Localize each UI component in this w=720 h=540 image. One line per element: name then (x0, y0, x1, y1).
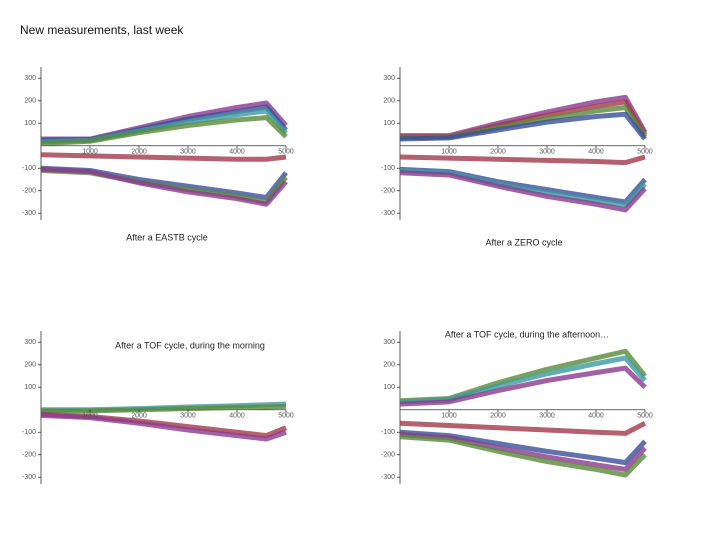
y-tick-label: 100 (24, 120, 36, 127)
y-tick-label: 300 (24, 75, 36, 82)
x-tick-label: 3000 (539, 413, 555, 420)
y-tick-label: -100 (22, 429, 36, 436)
data-line (399, 170, 647, 213)
data-line (40, 412, 287, 442)
data-line (399, 434, 647, 478)
y-tick-label: -200 (381, 188, 395, 195)
chart-caption: After a EASTB cycle (126, 232, 208, 242)
x-tick-label: 5000 (637, 149, 653, 156)
data-line (399, 365, 647, 407)
y-tick-label: 200 (383, 98, 395, 105)
y-tick-label: 100 (383, 120, 395, 127)
y-tick-label: 200 (383, 362, 395, 369)
x-tick-label: 2000 (131, 149, 147, 156)
data-line (399, 348, 647, 404)
x-tick-label: 2000 (490, 149, 506, 156)
y-tick-label: -300 (381, 474, 395, 481)
chart-caption: After a TOF cycle, during the afternoon… (445, 329, 609, 339)
x-tick-label: 1000 (441, 149, 457, 156)
data-line (399, 420, 647, 436)
y-tick-label: -200 (22, 188, 36, 195)
x-tick-label: 3000 (180, 149, 196, 156)
y-tick-label: -300 (22, 210, 36, 217)
x-tick-label: 1000 (441, 413, 457, 420)
y-tick-label: 200 (24, 98, 36, 105)
data-line (399, 355, 647, 405)
x-tick-label: 5000 (278, 149, 294, 156)
slide-title: New measurements, last week (20, 23, 184, 37)
x-tick-label: 5000 (278, 413, 294, 420)
chart-caption: After a TOF cycle, during the morning (115, 340, 265, 350)
y-tick-label: 100 (383, 384, 395, 391)
x-tick-label: 1000 (82, 149, 98, 156)
y-tick-label: -300 (22, 474, 36, 481)
x-tick-label: 2000 (490, 413, 506, 420)
y-tick-label: 300 (383, 75, 395, 82)
x-tick-label: 4000 (588, 413, 604, 420)
y-tick-label: -100 (22, 165, 36, 172)
y-tick-label: -100 (381, 429, 395, 436)
x-tick-label: 4000 (229, 413, 245, 420)
data-line (399, 154, 646, 166)
chart-caption: After a ZERO cycle (485, 237, 562, 247)
y-tick-label: -100 (381, 165, 395, 172)
data-line (40, 115, 288, 146)
y-tick-label: -200 (22, 452, 36, 459)
y-tick-label: 100 (24, 384, 36, 391)
data-line (41, 403, 287, 414)
x-tick-label: 5000 (637, 413, 653, 420)
y-tick-label: 200 (24, 362, 36, 369)
y-tick-label: -300 (381, 210, 395, 217)
x-tick-label: 2000 (131, 413, 147, 420)
x-tick-label: 1000 (82, 413, 98, 420)
data-line (40, 152, 287, 162)
x-tick-label: 3000 (180, 413, 196, 420)
y-tick-label: -200 (381, 452, 395, 459)
x-tick-label: 4000 (229, 149, 245, 156)
data-line (399, 111, 647, 142)
y-tick-label: 300 (24, 339, 36, 346)
x-tick-label: 4000 (588, 149, 604, 156)
data-line (40, 166, 288, 207)
x-tick-label: 3000 (539, 149, 555, 156)
y-tick-label: 300 (383, 339, 395, 346)
